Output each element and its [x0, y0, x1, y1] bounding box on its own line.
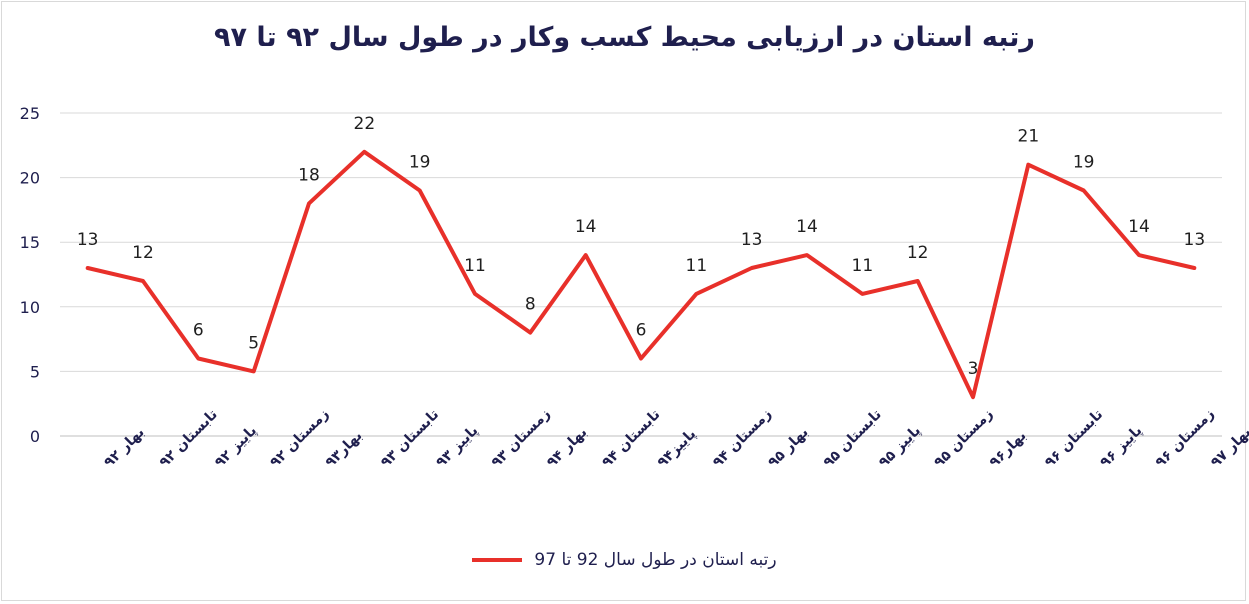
- data-label: 11: [852, 256, 874, 276]
- x-tick-label: تابستان ۹۲: [157, 407, 221, 471]
- chart-title: رتبه استان در ارزیابی محیط کسب وکار در ط…: [214, 22, 1035, 53]
- data-label: 8: [525, 295, 536, 315]
- x-tick-label: پاییز ۹۲: [212, 423, 260, 471]
- data-label: 3: [968, 359, 979, 379]
- x-tick-label: زمستان ۹۲: [267, 406, 332, 471]
- x-tick-label: تابستان ۹۴: [599, 407, 663, 471]
- data-label: 5: [248, 333, 259, 353]
- data-label: 18: [298, 165, 320, 185]
- data-label: 11: [464, 256, 486, 276]
- data-label: 6: [193, 320, 204, 340]
- x-tick-label: بهار ۹۵: [765, 424, 812, 471]
- x-tick-label: بهار۹۶: [987, 428, 1030, 471]
- x-tick-label: زمستان ۹۳: [489, 406, 554, 471]
- x-tick-label: بهار ۹۴: [544, 424, 591, 471]
- x-tick-label: تابستان ۹۳: [378, 407, 442, 471]
- x-tick-label: تابستان ۹۶: [1042, 407, 1106, 471]
- x-tick-label: پاییز ۹۶: [1097, 423, 1145, 471]
- x-tick-label: بهار۹۳: [323, 428, 366, 471]
- y-tick-label: 15: [20, 233, 40, 252]
- data-label: 21: [1018, 127, 1040, 147]
- data-label: 22: [354, 114, 376, 134]
- y-tick-label: 25: [20, 104, 40, 123]
- x-tick-label: زمستان ۹۶: [1153, 406, 1218, 471]
- legend: رتبه استان در طول سال 92 تا 97: [0, 550, 1249, 570]
- x-tick-label: بهار ۹۷: [1208, 424, 1249, 471]
- data-label: 14: [1128, 217, 1150, 237]
- data-label: 6: [636, 320, 647, 340]
- x-tick-label: زمستان ۹۵: [931, 406, 996, 471]
- data-label: 12: [907, 243, 929, 263]
- y-tick-label: 20: [20, 169, 40, 188]
- legend-label: رتبه استان در طول سال 92 تا 97: [534, 550, 777, 570]
- x-tick-label: بهار ۹۲: [101, 424, 148, 471]
- data-label: 14: [575, 217, 597, 237]
- x-tick-label: تابستان ۹۵: [821, 407, 885, 471]
- data-label: 12: [132, 243, 154, 263]
- data-label: 19: [1073, 153, 1095, 173]
- legend-swatch: [472, 558, 523, 562]
- y-tick-label: 5: [30, 362, 40, 381]
- x-tick-label: زمستان ۹۴: [710, 406, 775, 471]
- data-label: 13: [1184, 230, 1206, 250]
- data-label: 13: [77, 230, 99, 250]
- y-tick-label: 10: [20, 298, 40, 317]
- data-label: 11: [686, 256, 708, 276]
- x-tick-label: پاییز ۹۵: [876, 423, 924, 471]
- data-label: 14: [796, 217, 818, 237]
- data-label: 19: [409, 153, 431, 173]
- y-tick-label: 0: [30, 427, 40, 446]
- x-tick-label: پاییز ۹۳: [433, 423, 481, 471]
- x-tick-label: پاییز۹۴: [655, 426, 700, 471]
- series-line: [85, 149, 1197, 400]
- data-label: 13: [741, 230, 763, 250]
